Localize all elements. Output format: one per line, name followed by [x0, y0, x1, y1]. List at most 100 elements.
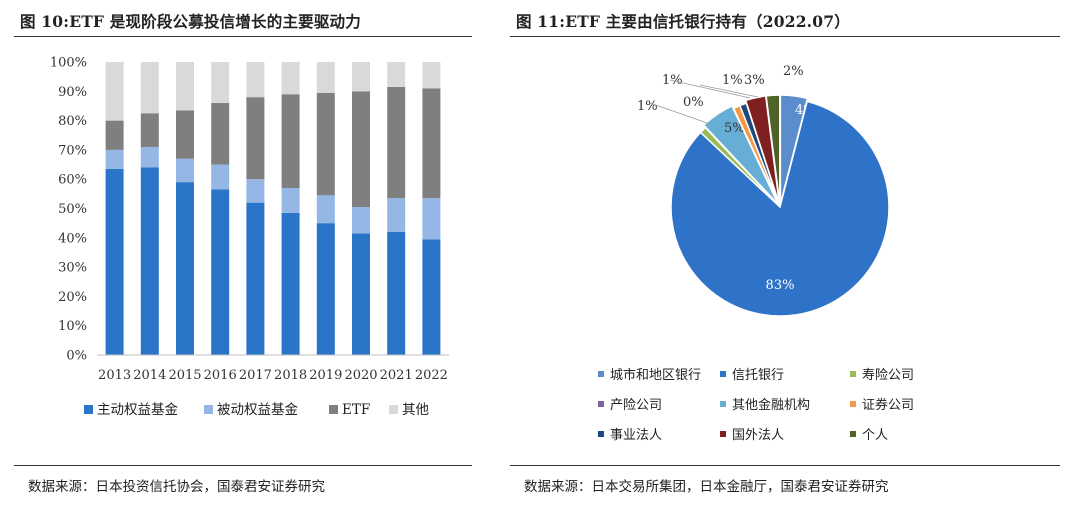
bar-segment [140, 167, 159, 355]
pie-legend-item: 城市和地区银行 [598, 364, 701, 383]
bar-segment [316, 92, 335, 196]
y-tick-label: 50% [58, 202, 87, 217]
leader-line [699, 84, 759, 98]
right-source-rule [510, 465, 1060, 466]
pie-slice [702, 104, 779, 206]
bar-segment [140, 113, 159, 147]
bar-segment [281, 187, 300, 213]
bar-segment [281, 62, 300, 95]
bar-segment [105, 62, 124, 121]
y-tick-label: 90% [58, 85, 87, 100]
bar-segment [387, 62, 406, 87]
pie-legend-label: 产险公司 [610, 398, 663, 413]
pie-data-label: 0% [683, 95, 704, 110]
bar-segment [422, 198, 441, 240]
bar-segment [140, 146, 159, 168]
pie-legend-item: 寿险公司 [850, 364, 914, 383]
right-chart-title: 图 11:ETF 主要由信托银行持有（2022.07） [516, 12, 850, 31]
bar-segment [387, 231, 406, 355]
legend-label: 主动权益基金 [97, 401, 178, 418]
bar-segment [316, 62, 335, 93]
bar-segment [352, 62, 370, 92]
pie-legend-label: 证券公司 [862, 398, 915, 413]
x-tick-label: 2016 [204, 368, 237, 383]
pie-legend-label: 寿险公司 [862, 368, 915, 383]
bar-segment [352, 91, 370, 208]
bar-segment [281, 212, 300, 355]
left-chart-panel: 图 10:ETF 是现阶段公募投信增长的主要驱动力 0% 10% 20% 30% 40%… [14, 0, 472, 510]
x-tick-label: 2018 [274, 368, 307, 383]
pie-data-label: 1% [637, 99, 658, 114]
legend-label: ETF [342, 402, 370, 418]
bar-segment [176, 158, 194, 183]
bar-segment [176, 110, 194, 159]
pie-legend-swatch [720, 400, 726, 407]
x-tick-label: 2015 [168, 368, 201, 383]
pie-legend-item: 国外法人 [720, 424, 784, 443]
bar-segment [211, 103, 230, 165]
y-tick-label: 10% [58, 319, 87, 334]
legend-swatch [84, 405, 93, 414]
legend-label: 其他 [402, 402, 429, 418]
pie-data-label: 2% [783, 64, 804, 79]
left-source-note: 数据来源：日本投资信托协会，国泰君安证券研究 [28, 479, 325, 495]
pie-legend-label: 事业法人 [610, 428, 663, 443]
right-chart-panel: 图 11:ETF 主要由信托银行持有（2022.07） 4%83%1%0%5%1… [510, 0, 1060, 510]
pie-chart: 4%83%1%0%5%1%1%3%2% [637, 64, 890, 317]
pie-slice [765, 94, 781, 205]
pie-legend-swatch [598, 430, 604, 437]
y-tick-label: 20% [58, 290, 87, 305]
pie-legend-item: 证券公司 [850, 394, 914, 413]
pie-legend-swatch [598, 400, 604, 407]
right-title-rule [510, 36, 1060, 37]
bar-segment [176, 62, 194, 111]
y-tick-label: 30% [58, 261, 87, 276]
left-source-rule [14, 465, 472, 466]
bar-segment [316, 195, 335, 224]
left-chart-title: 图 10:ETF 是现阶段公募投信增长的主要驱动力 [20, 12, 361, 31]
right-source-note: 数据来源：日本交易所集团，日本金融厅，国泰君安证券研究 [524, 479, 889, 495]
pie-legend-label: 城市和地区银行 [610, 368, 702, 383]
pie-slice [670, 100, 890, 317]
y-tick-label: 60% [58, 173, 87, 188]
y-tick-label: 80% [58, 114, 87, 129]
pie-legend-swatch [598, 370, 604, 377]
pie-legend-item: 个人 [850, 424, 888, 443]
y-tick-label: 0% [66, 349, 87, 364]
y-tick-label: 70% [58, 143, 87, 158]
legend-item: 主动权益基金 [84, 401, 178, 418]
leader-line [669, 79, 751, 99]
x-tick-label: 2021 [380, 368, 413, 383]
bar-segment [105, 120, 124, 150]
legend-swatch [389, 405, 398, 414]
pie-legend-label: 个人 [862, 428, 889, 443]
bar-segment [176, 182, 194, 355]
legend-item: 被动权益基金 [204, 401, 298, 418]
bar-segment [246, 97, 265, 180]
bar-segment [316, 223, 335, 355]
pie-legend-swatch [850, 370, 856, 377]
y-tick-label: 40% [58, 231, 87, 246]
pie-legend-label: 国外法人 [732, 428, 785, 443]
legend-label: 被动权益基金 [217, 401, 298, 418]
bar-segment [140, 62, 159, 114]
bar-segment [422, 239, 441, 355]
pie-data-label: 5% [724, 121, 745, 136]
bar-segment [246, 179, 265, 203]
pie-legend-item: 其他金融机构 [720, 394, 810, 413]
pie-legend-item: 信托银行 [720, 364, 784, 383]
bar-segment [352, 207, 370, 234]
x-tick-label: 2013 [98, 368, 131, 383]
pie-legend-label: 信托银行 [732, 368, 785, 383]
bar-segment [105, 168, 124, 355]
legend-item: 其他 [389, 402, 429, 418]
bar-segment [281, 94, 300, 188]
bar-segment [211, 164, 230, 190]
stacked-bar-chart: 0%10%20%30%40%50%60%70%80%90%100%2013 201… [50, 56, 449, 418]
bar-segment [387, 198, 406, 232]
legend-item: ETF [329, 402, 370, 418]
bar-segment [246, 62, 265, 98]
legend-swatch [329, 405, 338, 414]
bar-segment [211, 189, 230, 355]
bar-segment [246, 202, 265, 355]
